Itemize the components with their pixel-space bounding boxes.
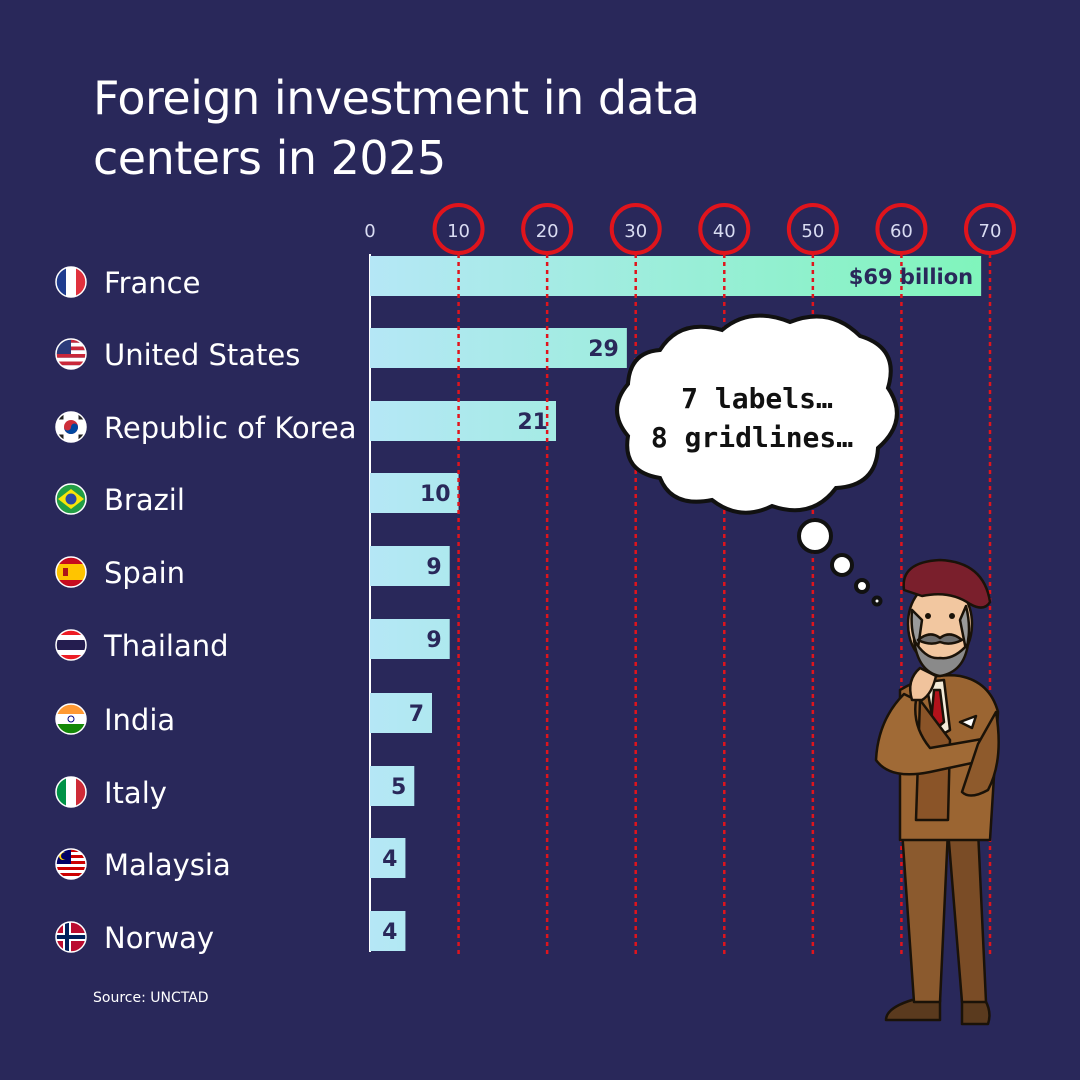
bar-value-label: 7: [409, 702, 424, 727]
bar-norway: [370, 911, 406, 951]
category-label: Italy: [104, 776, 167, 810]
category-label: Spain: [104, 556, 185, 590]
thought-bubble: 7 labels… 8 gridlines…: [615, 313, 899, 607]
thought-bubble-line-2: 8 gridlines…: [651, 421, 853, 454]
bar-value-label: 5: [391, 775, 406, 800]
category-label: Brazil: [104, 483, 185, 517]
x-tick-label: 60: [890, 221, 913, 242]
malaysia-flag-icon: [55, 848, 87, 880]
india-flag-icon: [55, 703, 87, 735]
x-axis: 0 10 20 30 40 50 60 70: [364, 203, 1016, 255]
thought-bubble-puff: [830, 553, 854, 577]
x-tick-label: 30: [624, 221, 647, 242]
bar-value-label: 29: [588, 337, 619, 362]
bar-india: [370, 693, 432, 733]
tick-highlight-circle: [432, 203, 485, 255]
x-tick-label: 40: [713, 221, 736, 242]
tick-highlight-circle: [521, 203, 574, 255]
france-flag-icon: [55, 266, 87, 298]
category-label: United States: [104, 338, 300, 372]
bar-republic-of-korea: [370, 401, 556, 441]
tick-highlight-circle: [964, 203, 1016, 255]
tick-highlight-circle: [609, 203, 662, 255]
bar-thailand: [370, 619, 450, 659]
bar-malaysia: [370, 838, 406, 878]
x-tick-label: 20: [536, 221, 559, 242]
category-label: Thailand: [103, 629, 229, 663]
category-label: Norway: [104, 921, 214, 955]
bar-italy: [370, 766, 415, 806]
bar-value-label: 4: [382, 920, 397, 945]
x-tick-label: 0: [364, 221, 375, 242]
thailand-flag-icon: [55, 629, 87, 661]
united-states-flag-icon: [55, 338, 87, 370]
spain-flag-icon: [55, 556, 87, 588]
x-tick-label: 70: [979, 221, 1002, 242]
brazil-flag-icon: [55, 483, 87, 515]
bar-value-label: 9: [426, 555, 441, 580]
thought-bubble-line-1: 7 labels…: [681, 382, 833, 415]
norway-flag-icon: [55, 921, 87, 953]
bar-value-label: 9: [426, 628, 441, 653]
category-label: France: [104, 266, 200, 300]
tick-highlight-circle: [786, 203, 839, 255]
category-label: Republic of Korea: [104, 411, 357, 445]
x-tick-label: 10: [447, 221, 470, 242]
bar-spain: [370, 546, 450, 586]
chart-title: Foreign investment in data centers in 20…: [93, 71, 700, 185]
tick-highlight-circle: [698, 203, 751, 255]
bar-value-label: 10: [420, 482, 451, 507]
thought-bubble-puff: [871, 595, 883, 607]
bar-value-label: 4: [382, 847, 397, 872]
italy-flag-icon: [55, 776, 87, 808]
category-label: India: [104, 703, 175, 737]
pondering-man-illustration: [874, 558, 1000, 1026]
bar-value-label: $69 billion: [849, 265, 973, 289]
bar-value-label: 21: [517, 410, 548, 435]
bar-united-states: [370, 328, 627, 368]
bars-layer: [369, 254, 982, 952]
bar-brazil: [370, 473, 459, 513]
bar-france: [370, 256, 982, 296]
thought-bubble-cloud: [615, 313, 899, 515]
source-note: Source: UNCTAD: [93, 990, 209, 1006]
category-labels: $69 billion 29 21 10 9 9 7 5 4 4 France United Stat…: [55, 265, 973, 955]
tick-highlight-circle: [875, 203, 928, 255]
korea-flag-icon: [55, 411, 87, 443]
thought-bubble-puff: [854, 578, 870, 594]
category-label: Malaysia: [104, 848, 231, 882]
thought-bubble-puff: [797, 518, 833, 554]
x-tick-label: 50: [801, 221, 824, 242]
